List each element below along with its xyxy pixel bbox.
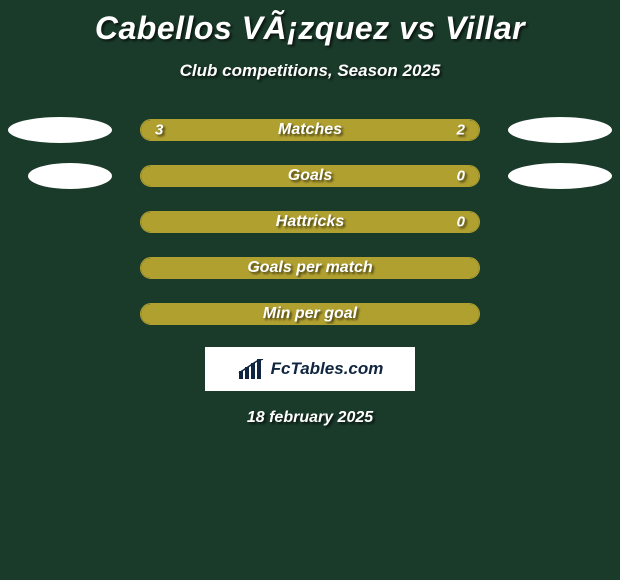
- stat-label: Hattricks: [276, 213, 344, 231]
- stat-bar: Matches 3 2: [140, 119, 480, 141]
- page-title: Cabellos VÃ¡zquez vs Villar: [95, 10, 525, 47]
- stat-label: Goals: [288, 167, 332, 185]
- player-right-marker: [508, 163, 612, 189]
- stat-row: Hattricks 0: [0, 211, 620, 233]
- player-left-marker: [8, 117, 112, 143]
- date-label: 18 february 2025: [247, 409, 373, 427]
- bar-chart-icon: [237, 359, 265, 379]
- stat-row: Goals per match: [0, 257, 620, 279]
- page-subtitle: Club competitions, Season 2025: [180, 61, 441, 81]
- brand-label: FcTables.com: [271, 359, 384, 379]
- stat-label: Goals per match: [247, 259, 372, 277]
- brand-badge: FcTables.com: [205, 347, 415, 391]
- stat-value-right: 0: [457, 168, 465, 185]
- stat-label: Matches: [278, 121, 342, 139]
- stat-bar: Hattricks 0: [140, 211, 480, 233]
- stat-rows: Matches 3 2 Goals 0 Hattricks 0 Goals per match…: [0, 119, 620, 325]
- stat-row: Min per goal: [0, 303, 620, 325]
- stat-value-right: 0: [457, 214, 465, 231]
- comparison-card: Cabellos VÃ¡zquez vs Villar Club competi…: [0, 0, 620, 427]
- stat-label: Min per goal: [263, 305, 357, 323]
- player-right-marker: [508, 117, 612, 143]
- stat-value-right: 2: [457, 122, 465, 139]
- player-left-marker: [28, 163, 112, 189]
- stat-bar: Goals per match: [140, 257, 480, 279]
- stat-value-left: 3: [155, 122, 163, 139]
- stat-row: Goals 0: [0, 165, 620, 187]
- stat-bar: Min per goal: [140, 303, 480, 325]
- stat-row: Matches 3 2: [0, 119, 620, 141]
- stat-bar: Goals 0: [140, 165, 480, 187]
